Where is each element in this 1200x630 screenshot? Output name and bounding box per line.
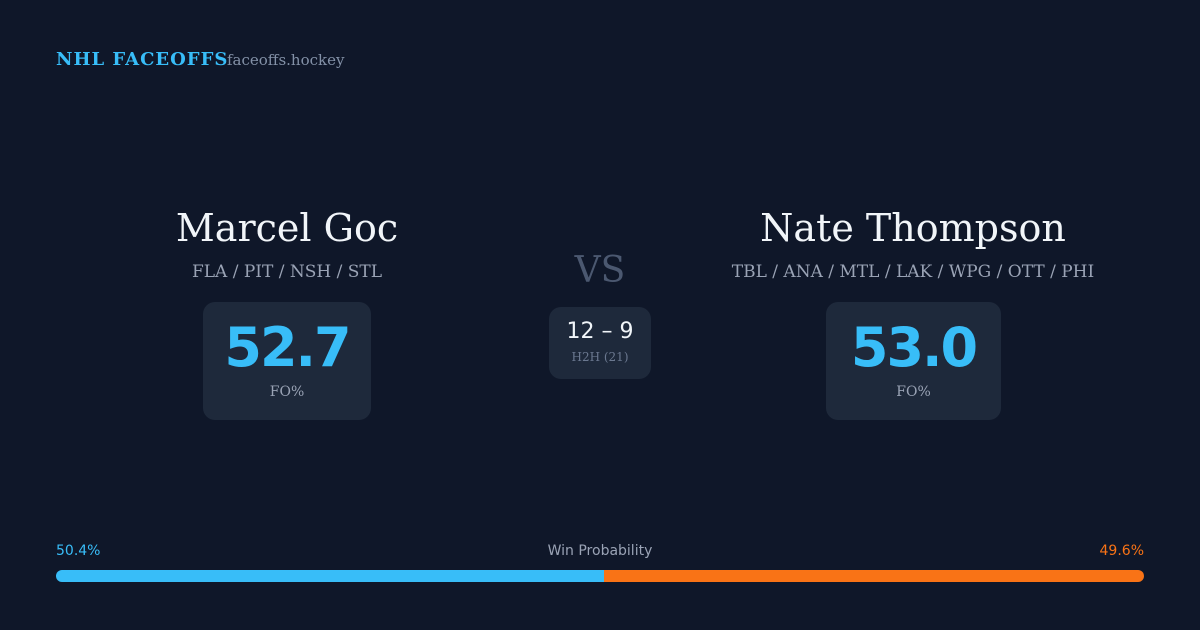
- site: faceoffs.hockey: [227, 51, 345, 69]
- fo-pct: 53.0: [850, 316, 978, 379]
- h2h-score: 12 – 9: [566, 319, 634, 344]
- player-teams: FLA / PIT / NSH / STL: [191, 262, 383, 282]
- probability-segment: [604, 570, 1144, 582]
- right-probability: 49.6%: [1099, 543, 1144, 559]
- player-teams: TBL / ANA / MTL / LAK / WPG / OTT / PHI: [731, 262, 1095, 282]
- fo-pct: 52.7: [224, 316, 351, 379]
- brand: NHL FACEOFFS: [56, 49, 229, 70]
- h2h-label: H2H (21): [571, 350, 629, 364]
- player-name: Marcel Goc: [175, 206, 399, 250]
- versus: VS: [574, 250, 626, 291]
- fo-label: FO%: [269, 384, 305, 400]
- fo-box: 52.7 FO%: [203, 302, 371, 420]
- h2h-box: 12 – 9 H2H (21): [549, 307, 651, 379]
- player-name: Nate Thompson: [760, 206, 1066, 250]
- fo-box: 53.0 FO%: [826, 302, 1001, 420]
- fo-label: FO%: [896, 384, 931, 400]
- probability-segment: [56, 570, 605, 582]
- probability-bar: [56, 570, 1144, 582]
- win-probability-title: Win Probability: [547, 543, 653, 559]
- left-probability: 50.4%: [56, 543, 101, 559]
